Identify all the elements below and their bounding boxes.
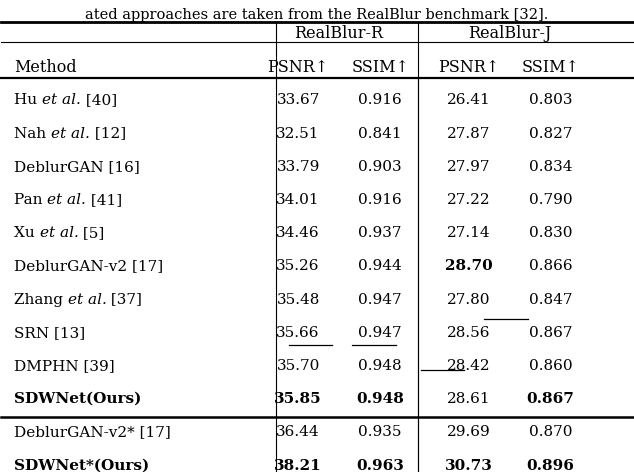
Text: [12]: [12]	[89, 126, 126, 141]
Text: 35.85: 35.85	[275, 392, 322, 406]
Text: 0.860: 0.860	[529, 359, 573, 373]
Text: RealBlur-J: RealBlur-J	[468, 25, 551, 42]
Text: SDWNet(Ours): SDWNet(Ours)	[14, 392, 141, 406]
Text: 0.867: 0.867	[527, 392, 574, 406]
Text: 35.48: 35.48	[276, 293, 320, 306]
Text: SDWNet*(Ours): SDWNet*(Ours)	[14, 458, 149, 472]
Text: 0.916: 0.916	[358, 193, 402, 207]
Text: et al.: et al.	[68, 293, 107, 306]
Text: 30.73: 30.73	[444, 458, 493, 472]
Text: 26.41: 26.41	[446, 93, 490, 108]
Text: 27.97: 27.97	[447, 160, 490, 174]
Text: [37]: [37]	[107, 293, 142, 306]
Text: 35.70: 35.70	[276, 359, 320, 373]
Text: 28.70: 28.70	[444, 259, 493, 273]
Text: 0.947: 0.947	[358, 293, 402, 306]
Text: 0.830: 0.830	[529, 226, 573, 240]
Text: Nah: Nah	[14, 126, 51, 141]
Text: 0.866: 0.866	[529, 259, 573, 273]
Text: 0.896: 0.896	[527, 458, 574, 472]
Text: Hu: Hu	[14, 93, 42, 108]
Text: 0.847: 0.847	[529, 293, 573, 306]
Text: SSIM↑: SSIM↑	[522, 59, 579, 76]
Text: et al.: et al.	[48, 193, 86, 207]
Text: Xu: Xu	[14, 226, 40, 240]
Text: 0.834: 0.834	[529, 160, 573, 174]
Text: SSIM↑: SSIM↑	[351, 59, 409, 76]
Text: [5]: [5]	[78, 226, 105, 240]
Text: 34.01: 34.01	[276, 193, 320, 207]
Text: Zhang: Zhang	[14, 293, 68, 306]
Text: [41]: [41]	[86, 193, 122, 207]
Text: et al.: et al.	[51, 126, 90, 141]
Text: 28.61: 28.61	[447, 392, 490, 406]
Text: 27.14: 27.14	[447, 226, 490, 240]
Text: 0.827: 0.827	[529, 126, 573, 141]
Text: 35.26: 35.26	[276, 259, 320, 273]
Text: SRN [13]: SRN [13]	[14, 326, 85, 340]
Text: 27.87: 27.87	[447, 126, 490, 141]
Text: 29.69: 29.69	[446, 425, 490, 439]
Text: 38.21: 38.21	[274, 458, 322, 472]
Text: DMPHN [39]: DMPHN [39]	[14, 359, 115, 373]
Text: 0.841: 0.841	[358, 126, 402, 141]
Text: ated approaches are taken from the RealBlur benchmark [32].: ated approaches are taken from the RealB…	[86, 8, 548, 22]
Text: DeblurGAN-v2* [17]: DeblurGAN-v2* [17]	[14, 425, 171, 439]
Text: 0.790: 0.790	[529, 193, 573, 207]
Text: 28.42: 28.42	[447, 359, 490, 373]
Text: 0.935: 0.935	[358, 425, 402, 439]
Text: 36.44: 36.44	[276, 425, 320, 439]
Text: 32.51: 32.51	[276, 126, 320, 141]
Text: [40]: [40]	[81, 93, 117, 108]
Text: PSNR↑: PSNR↑	[268, 59, 328, 76]
Text: 0.944: 0.944	[358, 259, 402, 273]
Text: 0.803: 0.803	[529, 93, 573, 108]
Text: et al.: et al.	[42, 93, 81, 108]
Text: PSNR↑: PSNR↑	[438, 59, 499, 76]
Text: 27.80: 27.80	[447, 293, 490, 306]
Text: 35.66: 35.66	[276, 326, 320, 340]
Text: 33.67: 33.67	[276, 93, 320, 108]
Text: 0.867: 0.867	[529, 326, 573, 340]
Text: 0.963: 0.963	[356, 458, 404, 472]
Text: et al.: et al.	[39, 226, 79, 240]
Text: 0.948: 0.948	[356, 392, 404, 406]
Text: 34.46: 34.46	[276, 226, 320, 240]
Text: 0.870: 0.870	[529, 425, 573, 439]
Text: 0.948: 0.948	[358, 359, 402, 373]
Text: DeblurGAN-v2 [17]: DeblurGAN-v2 [17]	[14, 259, 163, 273]
Text: 33.79: 33.79	[276, 160, 320, 174]
Text: 0.903: 0.903	[358, 160, 402, 174]
Text: 28.56: 28.56	[447, 326, 490, 340]
Text: 0.947: 0.947	[358, 326, 402, 340]
Text: Pan: Pan	[14, 193, 48, 207]
Text: DeblurGAN [16]: DeblurGAN [16]	[14, 160, 139, 174]
Text: 0.937: 0.937	[358, 226, 402, 240]
Text: Method: Method	[14, 59, 77, 76]
Text: RealBlur-R: RealBlur-R	[295, 25, 384, 42]
Text: 0.916: 0.916	[358, 93, 402, 108]
Text: 27.22: 27.22	[447, 193, 490, 207]
